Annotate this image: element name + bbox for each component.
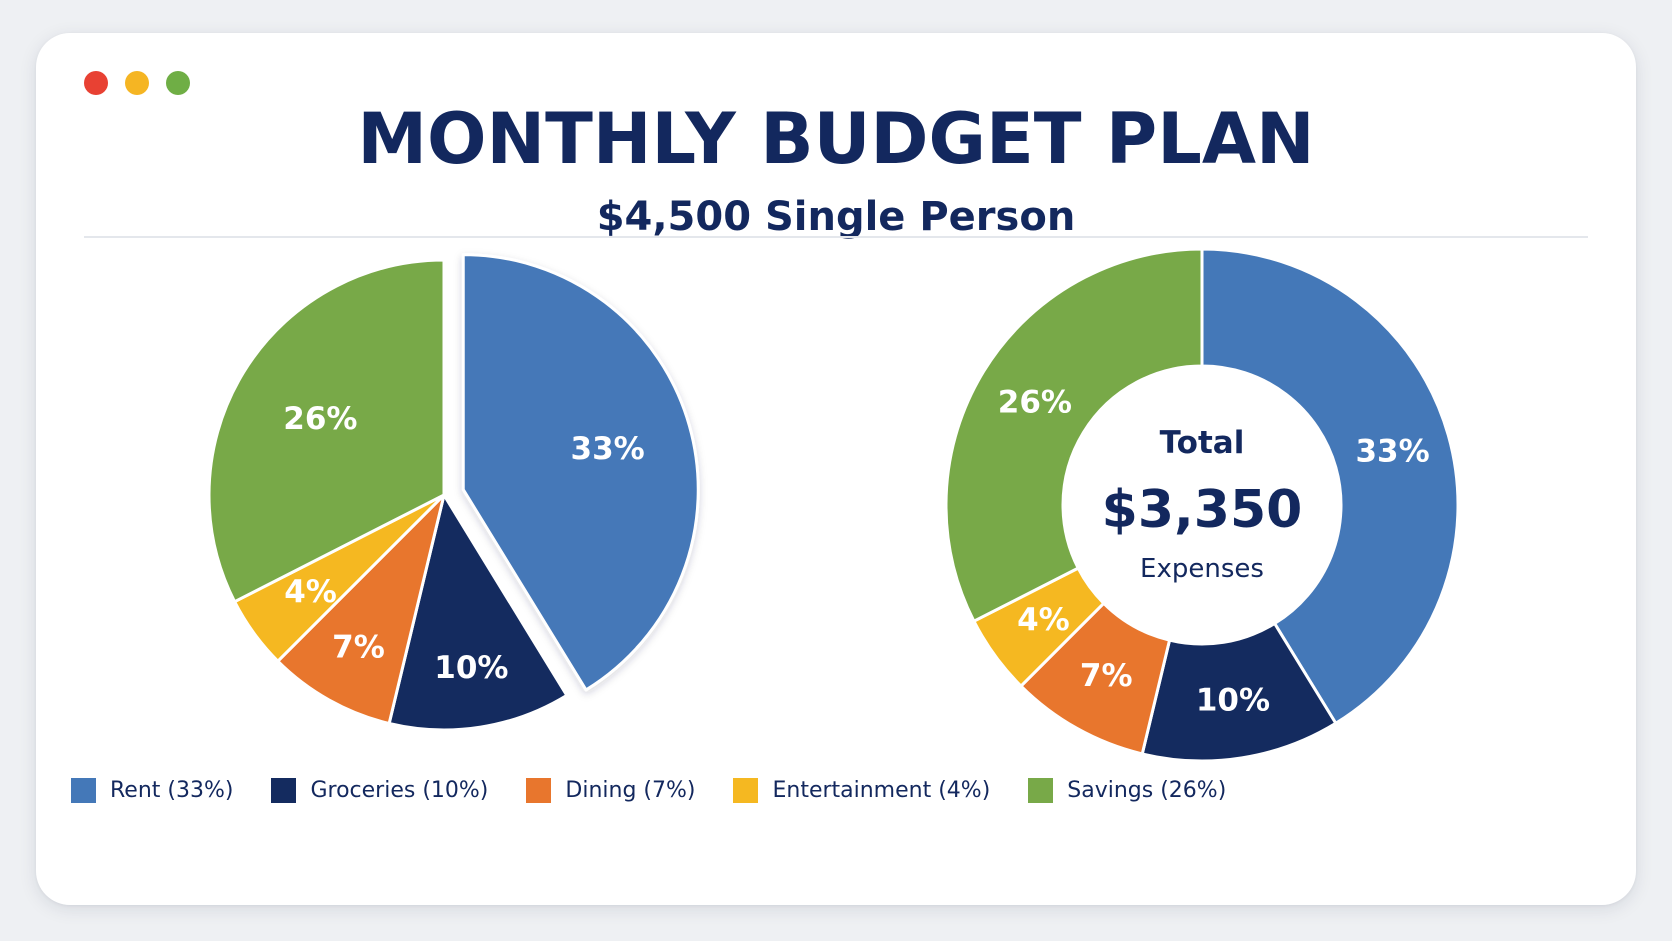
pie-chart-label-groceries: 10% (434, 650, 508, 686)
pie-chart-label-rent: 33% (571, 431, 645, 467)
donut-slices-label-rent: 33% (1355, 433, 1429, 469)
legend-label: Groceries (10%) (310, 777, 489, 803)
donut-center-total-label: Total (1160, 425, 1245, 461)
donut-slices-label-savings: 26% (998, 385, 1072, 421)
legend-swatch (271, 777, 297, 803)
legend-swatch (733, 777, 759, 803)
legend-label: Savings (26%) (1067, 777, 1227, 803)
page-title: MONTHLY BUDGET PLAN (357, 98, 1315, 180)
maximize-window-button[interactable] (166, 71, 190, 95)
legend-item-savings: Savings (26%) (1028, 777, 1227, 803)
pie-chart-slice-groceries (387, 493, 569, 732)
legend-item-rent: Rent (33%) (71, 777, 234, 803)
app-window: MONTHLY BUDGET PLAN $4,500 Single Person… (36, 33, 1636, 905)
minimize-window-button[interactable] (125, 71, 149, 95)
donut-center-expenses-label: Expenses (1140, 554, 1264, 584)
window-controls (84, 71, 190, 95)
pie-chart-label-entertainment: 4% (284, 574, 337, 610)
legend-label: Rent (33%) (110, 777, 234, 803)
pie-chart-slice-savings (207, 258, 446, 604)
legend-item-groceries: Groceries (10%) (271, 777, 489, 803)
close-window-button[interactable] (84, 71, 108, 95)
legend-label: Dining (7%) (565, 777, 696, 803)
legend-swatch (1028, 777, 1054, 803)
donut-slices-label-groceries: 10% (1196, 683, 1270, 719)
legend-item-dining: Dining (7%) (526, 777, 696, 803)
pie-chart-label-savings: 26% (283, 401, 357, 437)
legend-swatch (71, 777, 96, 803)
legend-swatch (526, 777, 552, 803)
donut-center-hole (1063, 366, 1341, 644)
header-divider (84, 236, 1588, 238)
pie-chart-slice-rent (461, 253, 700, 692)
donut-slices: 33% 10% 7% 4% 26% (944, 247, 1460, 763)
chart-legend: Rent (33%) Groceries (10%) Dining (7%) Ente… (71, 773, 1264, 807)
pie-chart-label-dining: 7% (332, 630, 385, 666)
charts-canvas: 33% 10% 7% 4% 26% 33% 10% 7% 4% 26% Total $3,350… (207, 247, 1460, 763)
legend-label: Entertainment (4%) (772, 777, 991, 803)
donut-center-amount: $3,350 (1102, 480, 1303, 540)
legend-item-entertainment: Entertainment (4%) (733, 777, 991, 803)
pie-chart: 33% 10% 7% 4% 26% (207, 253, 700, 732)
donut-chart: 33% 10% 7% 4% 26% Total $3,350 Expenses (944, 247, 1460, 763)
page-subtitle: $4,500 Single Person (596, 194, 1076, 240)
donut-slices-label-dining: 7% (1080, 658, 1133, 694)
donut-slices-label-entertainment: 4% (1017, 602, 1070, 638)
pie-chart-slice-dining (276, 493, 446, 726)
